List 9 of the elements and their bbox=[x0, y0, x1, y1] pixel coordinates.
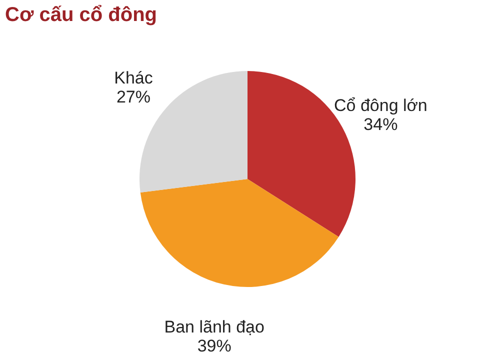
chart-title: Cơ cấu cổ đông bbox=[5, 4, 158, 26]
pie-slice bbox=[140, 179, 339, 287]
data-label: 34% bbox=[364, 114, 398, 134]
data-label: 39% bbox=[197, 336, 232, 355]
slice-label: Khác bbox=[114, 68, 154, 88]
slice-label: Cổ đông lớn bbox=[334, 96, 428, 115]
pie-slice bbox=[248, 71, 356, 237]
slice-label: Ban lãnh đạo bbox=[164, 317, 264, 336]
data-label: 27% bbox=[116, 87, 150, 106]
